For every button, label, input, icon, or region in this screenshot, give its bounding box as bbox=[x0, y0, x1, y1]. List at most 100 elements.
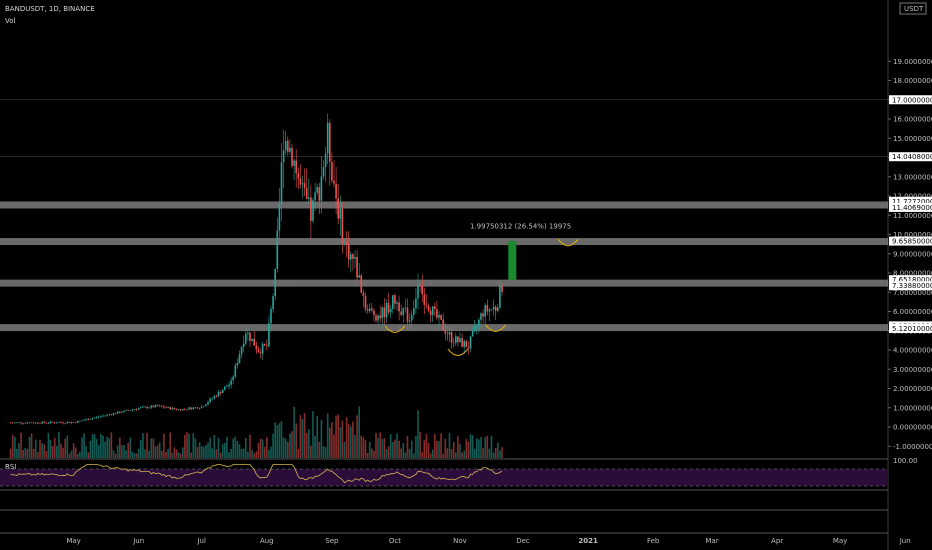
candle-body[interactable] bbox=[251, 338, 253, 342]
candle-body[interactable] bbox=[436, 308, 438, 318]
candle-body[interactable] bbox=[127, 410, 129, 411]
candle-body[interactable] bbox=[95, 416, 98, 418]
candle-body[interactable] bbox=[102, 415, 104, 417]
candle-body[interactable] bbox=[110, 414, 113, 416]
candle-body[interactable] bbox=[249, 332, 251, 342]
candle-body[interactable] bbox=[234, 365, 237, 377]
candle-body[interactable] bbox=[301, 183, 304, 185]
candle-body[interactable] bbox=[37, 422, 39, 424]
candle-body[interactable] bbox=[207, 402, 209, 405]
candle-body[interactable] bbox=[49, 421, 52, 423]
candle-body[interactable] bbox=[146, 406, 148, 409]
candle-body[interactable] bbox=[213, 396, 216, 399]
candle-body[interactable] bbox=[295, 160, 297, 173]
candle-body[interactable] bbox=[18, 422, 20, 423]
candle-body[interactable] bbox=[266, 345, 268, 347]
candle-body[interactable] bbox=[463, 341, 465, 347]
currency-label[interactable]: USDT bbox=[904, 5, 924, 13]
candle-body[interactable] bbox=[81, 420, 83, 422]
candle-body[interactable] bbox=[242, 343, 245, 347]
candle-body[interactable] bbox=[91, 418, 94, 420]
candle-body[interactable] bbox=[182, 408, 184, 411]
candle-body[interactable] bbox=[415, 298, 417, 309]
candle-body[interactable] bbox=[240, 346, 243, 355]
candle-body[interactable] bbox=[259, 352, 262, 354]
candle-body[interactable] bbox=[499, 285, 501, 308]
candle-body[interactable] bbox=[373, 310, 375, 316]
candle-body[interactable] bbox=[488, 309, 491, 312]
candle-body[interactable] bbox=[329, 122, 331, 163]
candle-body[interactable] bbox=[245, 333, 247, 344]
rsi-line[interactable] bbox=[10, 464, 503, 484]
candle-body[interactable] bbox=[375, 315, 377, 321]
candle-body[interactable] bbox=[478, 319, 480, 327]
candle-body[interactable] bbox=[60, 422, 62, 423]
candle-body[interactable] bbox=[26, 422, 29, 424]
candle-body[interactable] bbox=[68, 422, 71, 424]
candle-body[interactable] bbox=[179, 409, 182, 411]
candle-body[interactable] bbox=[377, 315, 379, 321]
candle-body[interactable] bbox=[467, 347, 470, 349]
candle-body[interactable] bbox=[278, 204, 281, 231]
candle-body[interactable] bbox=[236, 363, 239, 366]
candle-body[interactable] bbox=[494, 306, 497, 311]
price-tag[interactable] bbox=[889, 275, 932, 285]
candle-body[interactable] bbox=[331, 162, 333, 181]
price-tag[interactable] bbox=[889, 323, 932, 333]
candle-body[interactable] bbox=[192, 407, 195, 410]
candle-body[interactable] bbox=[41, 421, 43, 424]
candle-body[interactable] bbox=[85, 419, 87, 421]
candle-body[interactable] bbox=[93, 417, 96, 419]
candle-body[interactable] bbox=[368, 308, 371, 311]
candle-body[interactable] bbox=[270, 309, 272, 324]
candle-body[interactable] bbox=[53, 422, 56, 424]
support-resistance-zone[interactable] bbox=[0, 279, 888, 287]
currency-box[interactable] bbox=[899, 2, 927, 15]
candle-body[interactable] bbox=[410, 314, 413, 321]
candle-body[interactable] bbox=[184, 408, 186, 410]
candle-body[interactable] bbox=[501, 285, 503, 292]
candle-body[interactable] bbox=[318, 187, 321, 201]
rsi-label[interactable]: RSI bbox=[5, 463, 17, 471]
candle-body[interactable] bbox=[303, 183, 306, 188]
candle-body[interactable] bbox=[352, 254, 354, 259]
candle-body[interactable] bbox=[497, 307, 499, 311]
candle-body[interactable] bbox=[398, 302, 400, 312]
candle-body[interactable] bbox=[360, 275, 363, 293]
candle-body[interactable] bbox=[215, 396, 218, 397]
candle-body[interactable] bbox=[16, 422, 18, 424]
support-resistance-zone[interactable] bbox=[0, 238, 888, 246]
candle-body[interactable] bbox=[333, 180, 335, 184]
candle-body[interactable] bbox=[144, 406, 146, 408]
measure-label[interactable]: 1.99750312 (26.54%) 19975 bbox=[470, 223, 571, 231]
candle-body[interactable] bbox=[272, 295, 274, 310]
candle-body[interactable] bbox=[47, 422, 50, 424]
candle-body[interactable] bbox=[417, 285, 419, 299]
candle-body[interactable] bbox=[108, 414, 111, 416]
candle-body[interactable] bbox=[135, 409, 138, 410]
candle-body[interactable] bbox=[314, 192, 316, 201]
candle-body[interactable] bbox=[364, 295, 367, 310]
candle-body[interactable] bbox=[450, 332, 453, 343]
candle-body[interactable] bbox=[476, 326, 478, 327]
candle-body[interactable] bbox=[112, 413, 115, 415]
candle-body[interactable] bbox=[429, 310, 432, 316]
candle-body[interactable] bbox=[114, 413, 117, 414]
candle-body[interactable] bbox=[196, 407, 199, 409]
candle-body[interactable] bbox=[177, 409, 180, 411]
candle-body[interactable] bbox=[442, 319, 444, 330]
candle-body[interactable] bbox=[381, 307, 384, 319]
price-tag[interactable] bbox=[889, 236, 932, 246]
candle-body[interactable] bbox=[389, 308, 392, 313]
candle-body[interactable] bbox=[203, 406, 205, 407]
candle-body[interactable] bbox=[347, 244, 350, 260]
candle-body[interactable] bbox=[482, 313, 484, 317]
candle-body[interactable] bbox=[163, 406, 165, 408]
candle-body[interactable] bbox=[219, 391, 222, 394]
candle-body[interactable] bbox=[209, 398, 211, 403]
support-resistance-zone[interactable] bbox=[0, 201, 888, 209]
candle-body[interactable] bbox=[140, 407, 142, 409]
candle-body[interactable] bbox=[385, 302, 388, 318]
candle-body[interactable] bbox=[39, 423, 41, 424]
candle-body[interactable] bbox=[362, 292, 365, 296]
